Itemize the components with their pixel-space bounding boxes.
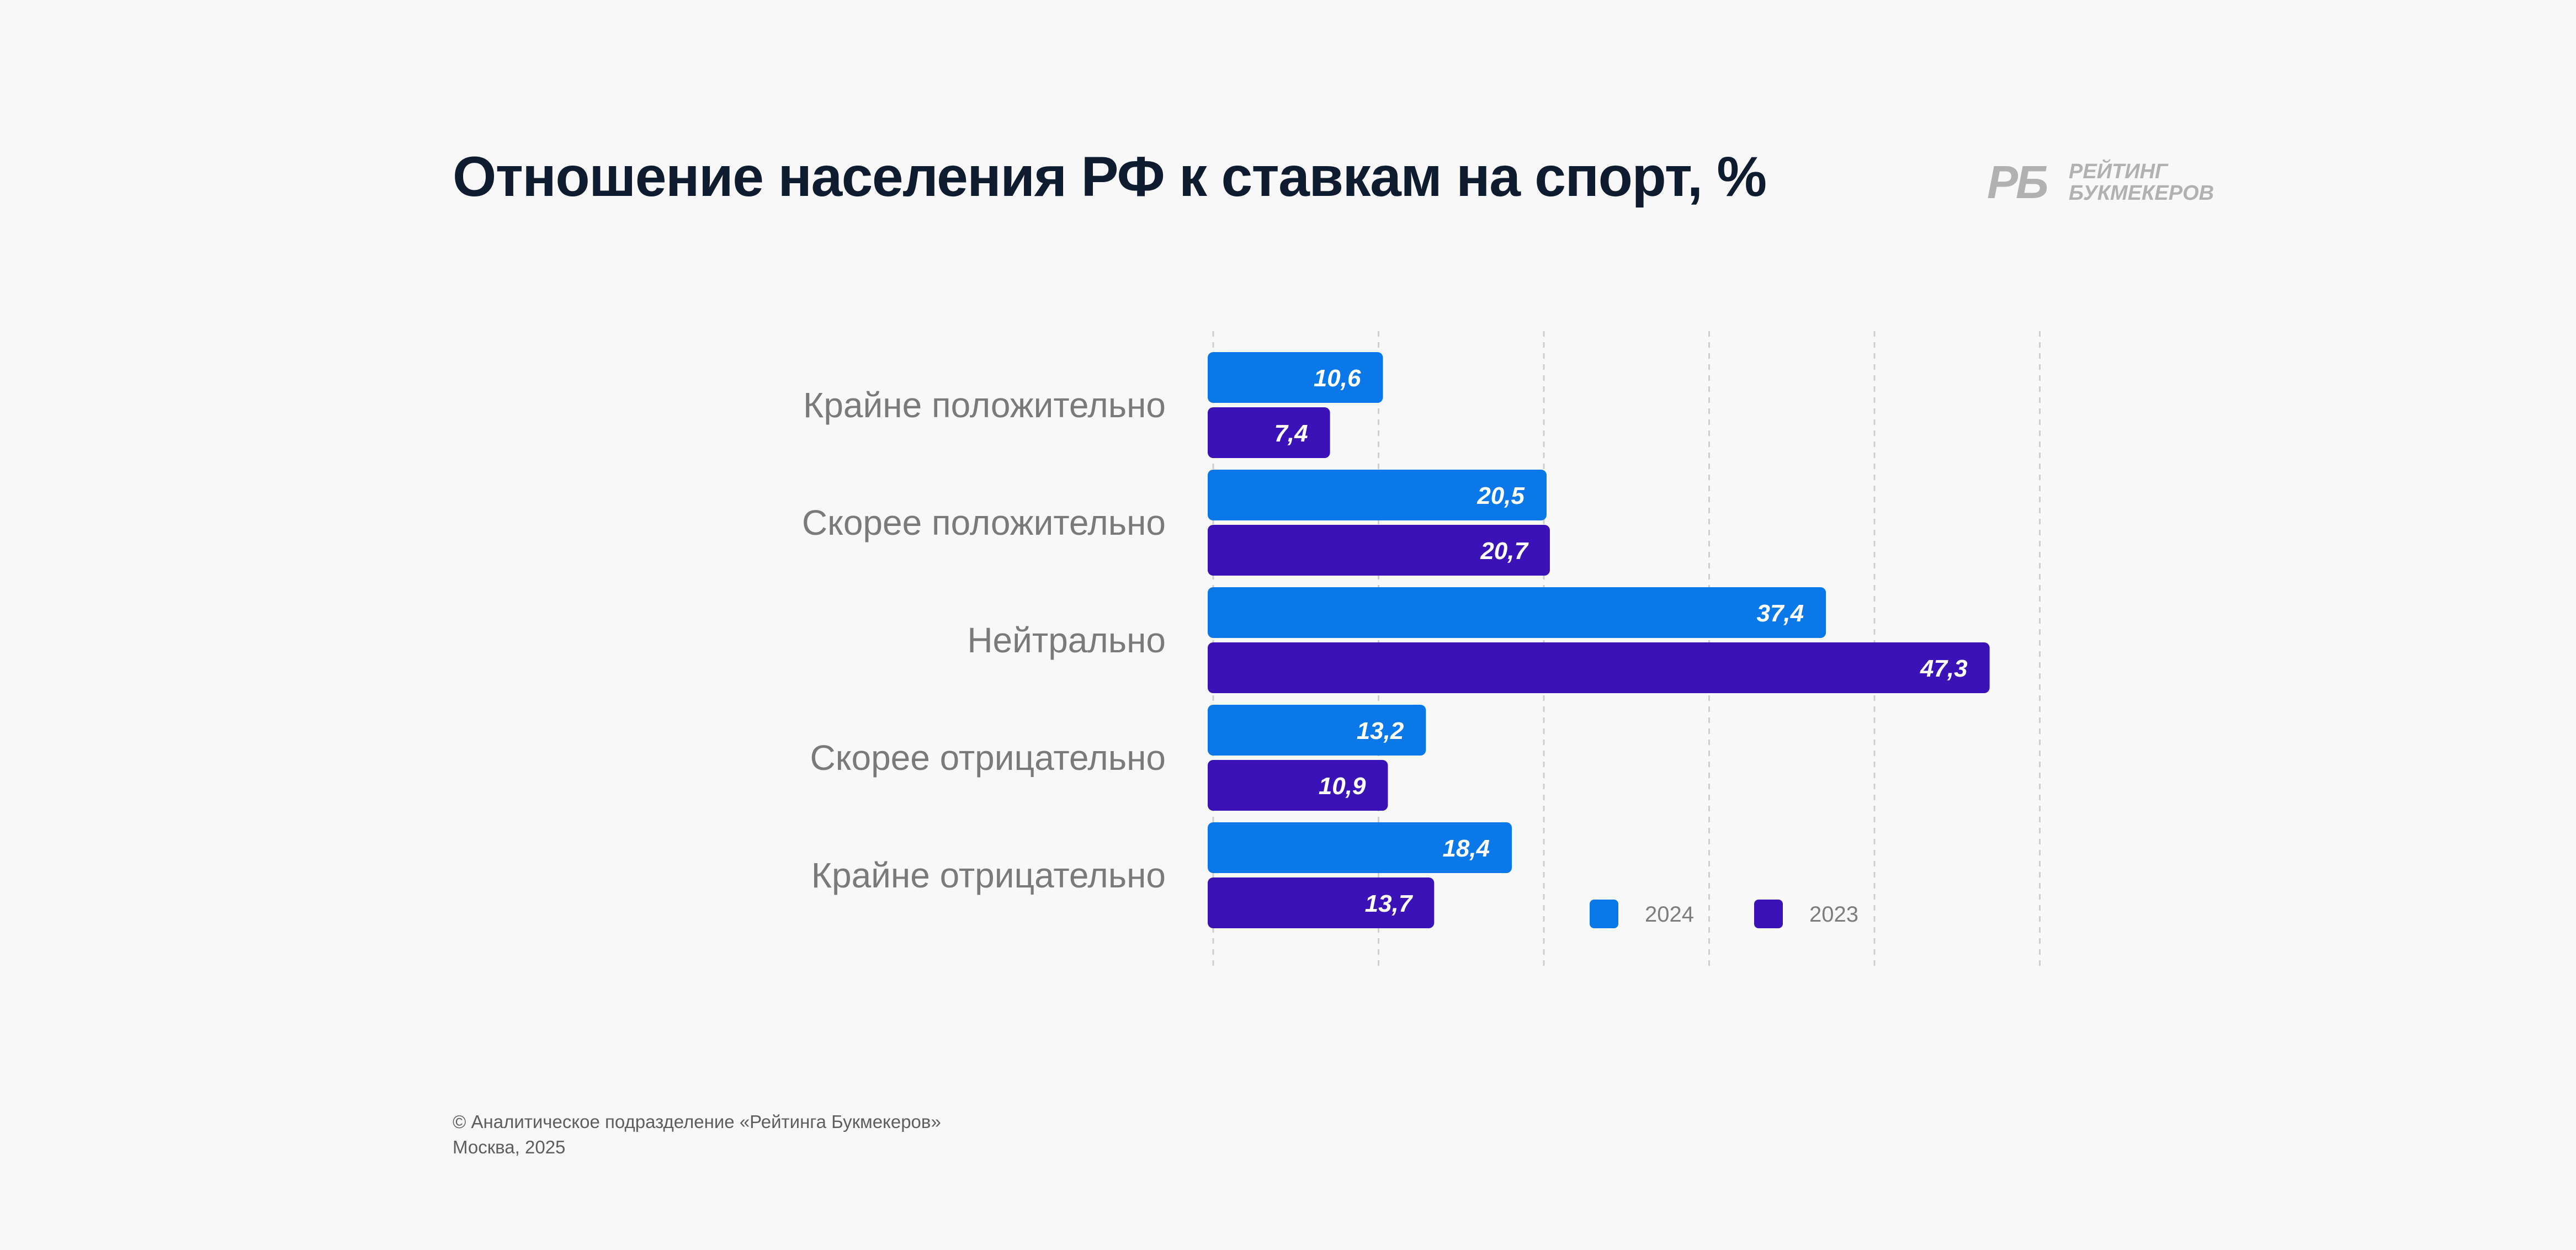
category-label: Крайне положительно bbox=[803, 385, 1166, 425]
bar-2024 bbox=[1208, 352, 1383, 403]
category-label: Крайне отрицательно bbox=[811, 855, 1166, 895]
legend-label: 2023 bbox=[1809, 902, 1858, 927]
value-labels: 10,6 7,4 20,5 20,7 37,4 47,3 13,2 10,9 18,4 13,7 bbox=[1274, 365, 1967, 917]
bar-2023 bbox=[1208, 760, 1388, 811]
legend-label: 2024 bbox=[1645, 902, 1694, 927]
bar-value-label: 20,7 bbox=[1480, 538, 1529, 565]
bar-2024 bbox=[1208, 470, 1547, 520]
category-label: Скорее положительно bbox=[802, 503, 1166, 542]
bar-2024 bbox=[1208, 587, 1826, 638]
bar-value-label: 47,3 bbox=[1920, 655, 1968, 682]
logo-mark: РБ bbox=[1987, 156, 2048, 208]
bar-value-label: 10,6 bbox=[1314, 365, 1361, 392]
category-label: Скорее отрицательно bbox=[810, 738, 1166, 778]
bar-value-label: 20,5 bbox=[1476, 482, 1525, 509]
logo-text-line1: РЕЙТИНГ bbox=[2069, 160, 2168, 183]
bars bbox=[1208, 352, 1990, 928]
bar-value-label: 13,2 bbox=[1357, 717, 1404, 744]
category-label: Нейтрально bbox=[967, 620, 1166, 660]
chart-title: Отношение населения РФ к ставкам на спор… bbox=[453, 145, 1767, 208]
legend: 2024 2023 bbox=[1590, 900, 1858, 928]
bar-2024 bbox=[1208, 822, 1512, 873]
logo-text-line2: БУКМЕКЕРОВ bbox=[2069, 182, 2214, 205]
footer: © Аналитическое подразделение «Рейтинга … bbox=[453, 1109, 941, 1160]
bar-value-label: 7,4 bbox=[1274, 420, 1308, 447]
bar-value-label: 10,9 bbox=[1319, 773, 1366, 800]
bar-value-label: 13,7 bbox=[1365, 890, 1414, 917]
bar-2024 bbox=[1208, 705, 1426, 756]
bar-2023 bbox=[1208, 642, 1990, 693]
bar-2023 bbox=[1208, 525, 1550, 576]
category-labels: Крайне положительно Скорее положительно Не… bbox=[802, 385, 1166, 895]
legend-swatch-2024 bbox=[1590, 900, 1618, 928]
bar-2023 bbox=[1208, 407, 1330, 458]
footer-credit: © Аналитическое подразделение «Рейтинга … bbox=[453, 1111, 941, 1132]
footer-location-year: Москва, 2025 bbox=[453, 1137, 566, 1157]
bar-value-label: 18,4 bbox=[1442, 835, 1490, 862]
logo-text: РЕЙТИНГ БУКМЕКЕРОВ bbox=[2069, 161, 2214, 204]
bar-2023 bbox=[1208, 877, 1435, 928]
bar-value-label: 37,4 bbox=[1756, 600, 1804, 627]
legend-swatch-2023 bbox=[1754, 900, 1783, 928]
